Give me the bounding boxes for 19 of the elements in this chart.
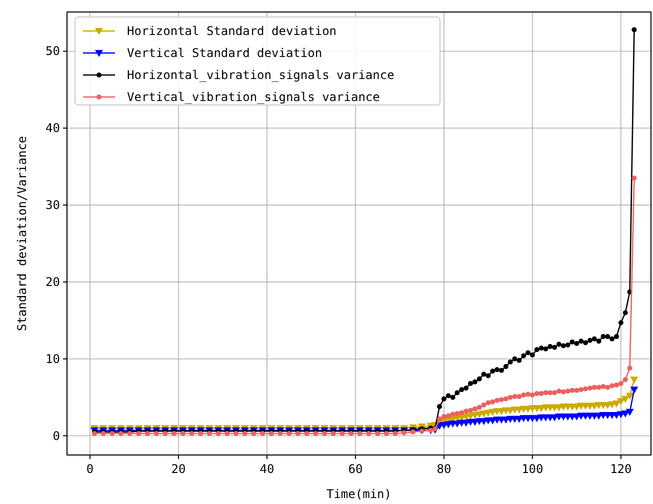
legend-label: Horizontal Standard deviation <box>127 24 337 38</box>
x-tick-label: 60 <box>348 462 363 476</box>
x-tick-label: 120 <box>610 462 632 476</box>
x-tick-label: 80 <box>436 462 452 476</box>
y-tick-label: 0 <box>52 428 60 443</box>
legend-label: Vertical_vibration_signals variance <box>127 90 380 104</box>
x-tick-label: 40 <box>260 462 274 476</box>
y-tick-label: 40 <box>46 121 60 136</box>
y-tick-label: 50 <box>46 44 60 58</box>
x-tick-label: 100 <box>522 462 544 476</box>
y-tick-label: 30 <box>46 198 60 212</box>
y-axis-title: Standard deviation/Variance <box>15 136 29 332</box>
legend-label: Vertical Standard deviation <box>127 46 322 60</box>
x-tick-label: 20 <box>171 462 186 476</box>
y-tick-label: 10 <box>46 352 60 366</box>
legend-label: Horizontal_vibration_signals variance <box>127 68 394 82</box>
x-tick-label: 0 <box>86 462 94 476</box>
y-tick-label: 20 <box>46 274 60 289</box>
x-axis-title: Time(min) <box>326 487 392 501</box>
